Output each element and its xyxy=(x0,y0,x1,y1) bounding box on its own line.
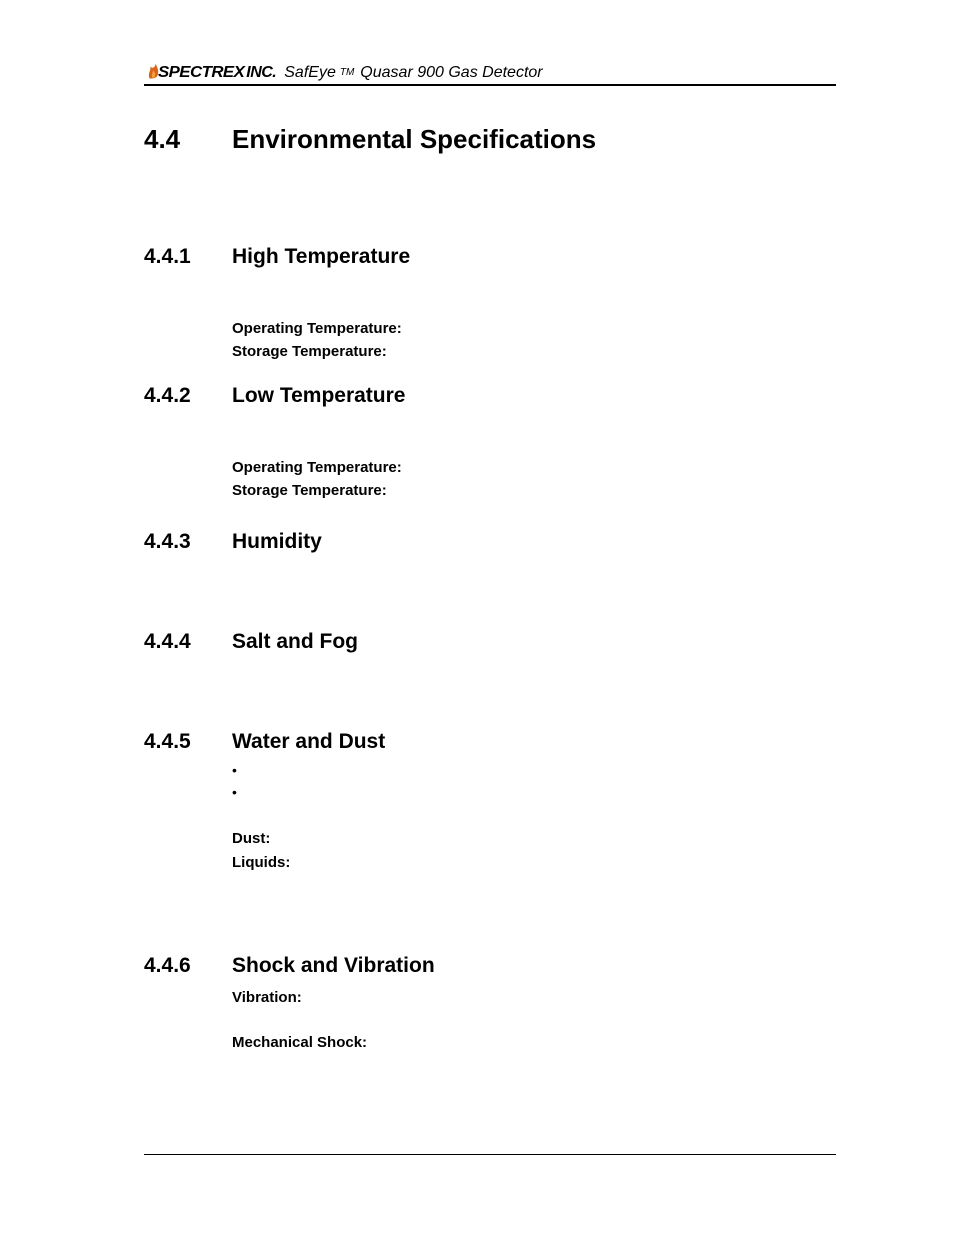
vibration-label: Vibration: xyxy=(232,986,836,1009)
heading-title: Low Temperature xyxy=(232,384,405,408)
brand-sub: INC. xyxy=(246,64,276,82)
heading-number: 4.4.4 xyxy=(144,630,232,654)
subsection-4-4-5: 4.4.5 Water and Dust xyxy=(144,730,836,754)
page: SPECTREX INC. SafEye TM Quasar 900 Gas De… xyxy=(0,0,954,1094)
operating-temp-label: Operating Temperature: xyxy=(232,456,836,479)
heading-title: Water and Dust xyxy=(232,730,385,754)
heading-title: Salt and Fog xyxy=(232,630,358,654)
brand-logo: SPECTREX xyxy=(144,62,242,82)
bullet-list: • • xyxy=(232,760,836,803)
bullet-icon: • xyxy=(232,760,256,782)
spec-block-low-temp: Operating Temperature: Storage Temperatu… xyxy=(232,456,836,503)
subsection-4-4-3: 4.4.3 Humidity xyxy=(144,530,836,554)
subsection-4-4-4: 4.4.4 Salt and Fog xyxy=(144,630,836,654)
subsection-4-4-6: 4.4.6 Shock and Vibration xyxy=(144,954,836,978)
heading-title: Environmental Specifications xyxy=(232,124,596,155)
liquids-label: Liquids: xyxy=(232,851,836,874)
footer-rule xyxy=(144,1154,836,1155)
heading-number: 4.4.2 xyxy=(144,384,232,408)
brand-name: SPECTREX xyxy=(158,64,244,82)
product-name: Quasar 900 Gas Detector xyxy=(360,64,542,82)
heading-number: 4.4 xyxy=(144,124,232,155)
mechanical-shock-label: Mechanical Shock: xyxy=(232,1031,836,1054)
heading-title: Shock and Vibration xyxy=(232,954,435,978)
heading-number: 4.4.3 xyxy=(144,530,232,554)
subsection-4-4-1: 4.4.1 High Temperature xyxy=(144,245,836,269)
shock-vibration-block: Vibration: Mechanical Shock: xyxy=(232,986,836,1055)
operating-temp-label: Operating Temperature: xyxy=(232,317,836,340)
subsection-4-4-2: 4.4.2 Low Temperature xyxy=(144,384,836,408)
section-heading-4-4: 4.4 Environmental Specifications xyxy=(144,124,836,155)
heading-number: 4.4.1 xyxy=(144,245,232,269)
storage-temp-label: Storage Temperature: xyxy=(232,340,836,363)
list-item: • xyxy=(232,760,836,782)
page-header: SPECTREX INC. SafEye TM Quasar 900 Gas De… xyxy=(144,62,836,86)
heading-number: 4.4.6 xyxy=(144,954,232,978)
safeye-text: SafEye xyxy=(284,64,336,82)
list-item: • xyxy=(232,782,836,804)
tm-mark: TM xyxy=(340,67,354,78)
heading-title: High Temperature xyxy=(232,245,410,269)
heading-number: 4.4.5 xyxy=(144,730,232,754)
spec-block-high-temp: Operating Temperature: Storage Temperatu… xyxy=(232,317,836,364)
bullet-icon: • xyxy=(232,782,256,804)
dust-label: Dust: xyxy=(232,827,836,850)
ip-rating-block: Dust: Liquids: xyxy=(232,827,836,874)
heading-title: Humidity xyxy=(232,530,322,554)
storage-temp-label: Storage Temperature: xyxy=(232,479,836,502)
